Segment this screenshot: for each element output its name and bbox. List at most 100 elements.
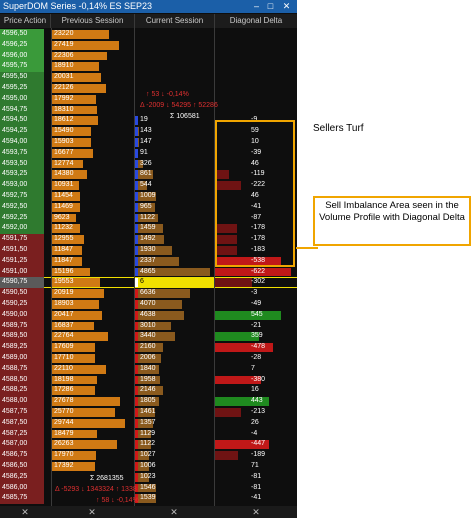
price-cell[interactable]: 4592,75 [0,191,44,202]
ladder-row[interactable]: 4587,00 26263 1122 -447 [0,439,297,451]
ladder-row[interactable]: 4591,25 11847 2337 -538 [0,255,297,267]
price-cell[interactable]: 4590,00 [0,309,44,321]
previous-volume-bar [52,148,93,158]
price-cell[interactable]: 4586,00 [0,482,44,494]
ladder-row[interactable]: 4590,00 20417 4638 545 [0,309,297,321]
maximize-button[interactable]: □ [267,1,274,11]
ladder-row[interactable]: 4593,00 10931 544 -222 [0,180,297,191]
ladder-row[interactable]: 4596,25 27419 [0,39,297,51]
ladder-row[interactable]: 4588,25 17286 2146 16 [0,385,297,397]
ladder-row[interactable]: 4585,75 1539 -41 [0,493,297,505]
price-cell[interactable]: 4591,75 [0,234,44,245]
ladder-row[interactable]: 4589,75 16837 3010 -21 [0,320,297,332]
ladder-row[interactable]: 4595,75 18910 [0,61,297,73]
ladder-row[interactable]: 4594,50 18612 19 -9 [0,115,297,127]
close-column-icon[interactable]: ✕ [252,507,260,517]
ladder-row[interactable]: 4588,75 22110 1840 7 [0,363,297,375]
price-cell[interactable]: 4594,50 [0,115,44,127]
price-cell[interactable]: 4592,50 [0,201,44,213]
ladder-row[interactable]: 4590,50 20919 6636 -3 [0,288,297,299]
ladder-row[interactable]: 4590,75 19553 6 -302 [0,277,297,289]
close-column-icon[interactable]: ✕ [88,507,96,517]
price-cell[interactable]: 4595,00 [0,93,44,105]
ladder-row[interactable]: 4588,50 18198 1958 -380 [0,374,297,386]
ladder-row[interactable]: 4587,75 25770 1461 -213 [0,407,297,418]
price-cell[interactable]: 4594,75 [0,104,44,116]
ladder-row[interactable]: 4594,00 15903 147 10 [0,137,297,148]
close-column-icon[interactable]: ✕ [170,507,178,517]
price-cell[interactable]: 4595,75 [0,61,44,73]
price-cell[interactable]: 4586,25 [0,471,44,483]
ladder-row[interactable]: 4588,00 27678 1805 443 [0,396,297,407]
header-previous-session[interactable]: Previous Session [51,14,135,28]
price-cell[interactable]: 4590,25 [0,299,44,310]
ladder-row[interactable]: 4592,00 11232 1459 -178 [0,223,297,235]
price-cell[interactable]: 4589,00 [0,353,44,364]
price-cell[interactable]: 4595,50 [0,72,44,83]
price-cell[interactable]: 4589,50 [0,331,44,343]
price-cell[interactable]: 4586,50 [0,461,44,472]
price-cell[interactable]: 4593,00 [0,180,44,191]
ladder-row[interactable]: 4587,50 29744 1357 26 [0,417,297,429]
header-diagonal-delta[interactable]: Diagonal Delta [215,14,297,28]
ladder-row[interactable]: 4595,50 20031 [0,72,297,83]
price-cell[interactable]: 4588,25 [0,385,44,397]
price-cell[interactable]: 4590,50 [0,288,44,299]
ladder-row[interactable]: 4591,75 12955 1492 -178 [0,234,297,245]
price-cell[interactable]: 4591,00 [0,266,44,278]
price-cell[interactable]: 4586,75 [0,450,44,461]
header-price-action[interactable]: Price Action [0,14,51,28]
ladder-row[interactable]: 4591,00 15196 4865 -622 [0,266,297,278]
ladder-row[interactable]: 4593,50 12774 326 46 [0,158,297,170]
price-cell[interactable]: 4588,75 [0,363,44,375]
ladder-row[interactable]: 4586,75 17970 1027 -189 [0,450,297,461]
price-cell[interactable]: 4593,50 [0,158,44,170]
ladder-row[interactable]: 4586,00 1546 -81 [0,482,297,494]
ladder-row[interactable]: 4596,00 22306 [0,50,297,62]
ladder-row[interactable]: 4593,25 14380 861 -119 [0,169,297,181]
price-cell[interactable]: 4593,75 [0,147,44,159]
minimize-button[interactable]: – [253,1,259,11]
price-cell[interactable]: 4587,25 [0,428,44,440]
ladder-row[interactable]: 4596,50 23220 [0,29,297,40]
ladder-row[interactable]: 4592,75 11454 1009 46 [0,191,297,202]
ladder-row[interactable]: 4589,50 22764 3440 359 [0,331,297,343]
price-cell[interactable]: 4587,75 [0,407,44,418]
price-cell[interactable]: 4585,75 [0,493,44,505]
price-cell[interactable]: 4591,25 [0,255,44,267]
ladder-row[interactable]: 4590,25 18903 4070 -49 [0,299,297,310]
price-cell[interactable]: 4589,25 [0,342,44,353]
ladder-row[interactable]: 4587,25 18479 1129 -4 [0,428,297,440]
price-cell[interactable]: 4593,25 [0,169,44,181]
price-cell[interactable]: 4589,75 [0,320,44,332]
ladder-row[interactable]: 4593,75 16677 91 -39 [0,147,297,159]
ladder-row[interactable]: 4595,00 17992 [0,93,297,105]
close-button[interactable]: ✕ [282,1,291,11]
ladder-row[interactable]: 4591,50 11847 1930 -183 [0,245,297,256]
header-current-session[interactable]: Current Session [135,14,215,28]
ladder-row[interactable]: 4594,75 18310 [0,104,297,116]
ladder-row[interactable]: 4592,25 9623 1122 -87 [0,212,297,224]
price-cell[interactable]: 4588,50 [0,374,44,386]
price-cell[interactable]: 4595,25 [0,83,44,94]
price-cell[interactable]: 4594,25 [0,126,44,137]
price-cell[interactable]: 4588,00 [0,396,44,407]
price-cell[interactable]: 4590,75 [0,277,44,289]
price-cell[interactable]: 4592,25 [0,212,44,224]
price-cell[interactable]: 4596,00 [0,50,44,62]
price-cell[interactable]: 4587,00 [0,439,44,451]
price-cell[interactable]: 4596,25 [0,39,44,51]
price-cell[interactable]: 4596,50 [0,29,44,40]
ladder-row[interactable]: 4586,50 17392 1006 71 [0,461,297,472]
ladder-row[interactable]: 4586,25 1023 -81 [0,471,297,483]
price-cell[interactable]: 4592,00 [0,223,44,235]
ladder-row[interactable]: 4589,00 17710 2006 -28 [0,353,297,364]
ladder-row[interactable]: 4592,50 11469 965 -41 [0,201,297,213]
price-cell[interactable]: 4587,50 [0,417,44,429]
price-cell[interactable]: 4594,00 [0,137,44,148]
price-cell[interactable]: 4591,50 [0,245,44,256]
ladder-row[interactable]: 4595,25 22126 [0,83,297,94]
ladder-row[interactable]: 4594,25 15490 143 59 [0,126,297,137]
close-column-icon[interactable]: ✕ [21,507,29,517]
ladder-row[interactable]: 4589,25 17609 2160 -478 [0,342,297,353]
